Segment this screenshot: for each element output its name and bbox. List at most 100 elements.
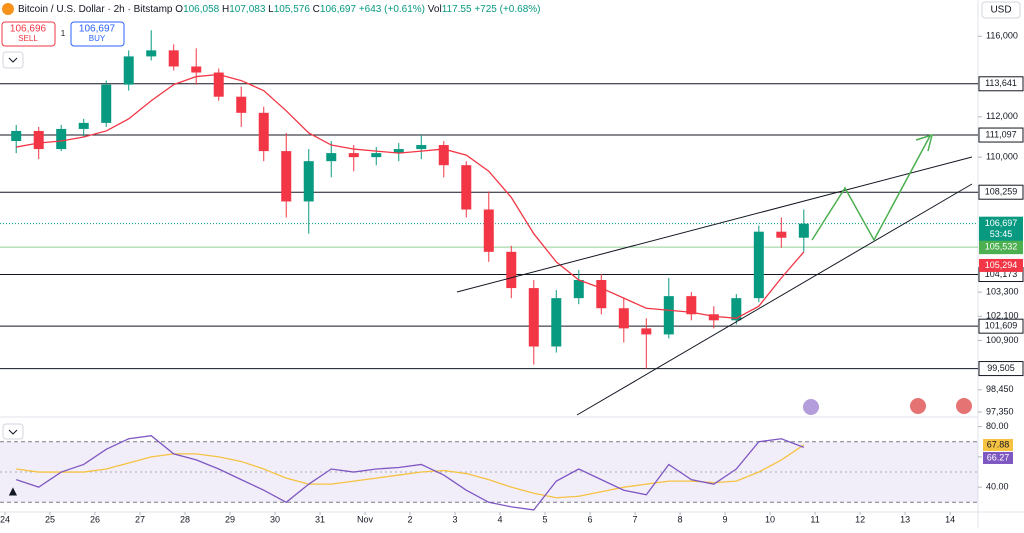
time-tick-label: Nov xyxy=(357,514,374,524)
candle-body xyxy=(146,50,157,57)
rsi-tick-label: 80.00 xyxy=(986,421,1009,431)
buy-button[interactable] xyxy=(70,21,125,47)
time-tick-label: 28 xyxy=(180,514,190,524)
trendline-upper xyxy=(456,156,973,293)
candle-body xyxy=(461,165,472,210)
rsi-ma-box xyxy=(983,438,1013,451)
candle-body xyxy=(483,209,494,252)
candle-body xyxy=(303,161,314,202)
candle-body xyxy=(438,145,449,166)
candle-body xyxy=(326,153,337,162)
level-label: 108,259 xyxy=(985,187,1018,197)
candle-body xyxy=(641,328,652,335)
time-tick-label: 11 xyxy=(810,514,819,524)
candle-body xyxy=(416,145,427,150)
time-tick-label: 12 xyxy=(855,514,865,524)
level-label: 101,609 xyxy=(985,321,1018,331)
sell-price: 106,696 xyxy=(10,24,47,35)
time-tick-label: 9 xyxy=(723,514,728,524)
event-icon[interactable] xyxy=(803,399,819,415)
candle-body xyxy=(776,231,787,238)
time-tick-label: 2 xyxy=(408,514,413,524)
symbol-title: Bitcoin / U.S. Dollar · 2h · Bitstamp xyxy=(18,4,173,15)
time-tick-label: 30 xyxy=(270,514,280,524)
time-tick-label: 31 xyxy=(315,514,325,524)
header-line: Bitcoin / U.S. Dollar · 2h · Bitstamp O1… xyxy=(18,4,541,15)
candle-body xyxy=(11,130,22,142)
level-label: 111,097 xyxy=(985,129,1016,139)
candle-body xyxy=(168,50,179,67)
symbol-icon xyxy=(2,3,14,15)
time-tick-label: 7 xyxy=(633,514,638,524)
candle-body xyxy=(551,298,562,347)
candle-body xyxy=(573,280,584,299)
candle-body xyxy=(348,153,359,158)
price-tick-label: 110,000 xyxy=(986,152,1018,162)
time-tick-label: 25 xyxy=(45,514,55,524)
level-label-box xyxy=(978,361,1024,377)
candle-body xyxy=(686,296,697,315)
price-tick-label: 102,100 xyxy=(986,311,1019,321)
rsi-ma-line xyxy=(16,444,805,499)
level-label: 113,641 xyxy=(985,78,1017,88)
ma-label: 105,294 xyxy=(985,260,1018,270)
chevron xyxy=(8,57,18,63)
candle-body xyxy=(213,72,224,97)
ohlc-value: 106,058 xyxy=(183,4,220,15)
candle-body xyxy=(371,153,382,158)
candle-body xyxy=(753,231,764,299)
ohlc-value: 106,697 xyxy=(320,4,357,15)
flag-icon[interactable] xyxy=(910,398,926,414)
rsi-ma-label: 67.88 xyxy=(987,439,1010,449)
time-tick-label: 10 xyxy=(765,514,775,524)
ohlc-key: H xyxy=(222,4,229,15)
level-label-box xyxy=(978,318,1024,334)
rsi-line xyxy=(15,435,805,511)
time-tick-label: 14 xyxy=(945,514,955,524)
ma-label-box xyxy=(979,258,1023,272)
currency: USD xyxy=(990,5,1011,16)
flag-icon[interactable] xyxy=(956,398,972,414)
price-change: +643 (+0.61%) xyxy=(359,4,425,15)
ohlc-value: 105,576 xyxy=(274,4,311,15)
green-level-label: 105,532 xyxy=(985,242,1018,252)
candle-body xyxy=(56,128,67,150)
candle-body xyxy=(618,308,629,329)
candle-body xyxy=(596,280,607,309)
level-label: 99,505 xyxy=(987,363,1015,373)
time-tick-label: 13 xyxy=(900,514,910,524)
price-tick-label: 116,000 xyxy=(986,31,1018,41)
green-level-box xyxy=(979,240,1023,255)
rsi-label: 66.27 xyxy=(987,452,1010,462)
volume-change: +725 (+0.68%) xyxy=(474,4,540,15)
quantity: 1 xyxy=(61,29,66,38)
candle-body xyxy=(258,112,269,152)
last-price-label: 106,697 xyxy=(985,218,1018,228)
price-tick-label: 100,900 xyxy=(986,335,1019,345)
price-tick-label: 98,450 xyxy=(986,384,1014,394)
level-label-box xyxy=(978,76,1024,92)
logo: ▲ xyxy=(6,483,20,499)
candle-body xyxy=(528,288,539,347)
candle-body xyxy=(393,149,404,154)
candle-body xyxy=(506,251,517,289)
time-tick-label: 8 xyxy=(678,514,683,524)
candle-body xyxy=(191,66,202,73)
level-label: 104,173 xyxy=(985,269,1018,279)
sell-button[interactable] xyxy=(1,21,56,47)
candle-body xyxy=(281,151,292,202)
candle-body xyxy=(798,223,809,238)
ohlc-value: 107,083 xyxy=(229,4,266,15)
time-tick-label: 24 xyxy=(0,514,10,524)
currency-button[interactable] xyxy=(981,1,1021,19)
candle-body xyxy=(236,96,247,113)
collapse-button[interactable] xyxy=(2,51,24,69)
rsi-collapse[interactable] xyxy=(2,423,24,440)
buy-price: 106,697 xyxy=(79,24,116,35)
projection-path xyxy=(811,135,931,242)
price-tick-label: 112,000 xyxy=(986,111,1018,121)
price-tick-label: 103,300 xyxy=(986,286,1019,296)
trendline-lower xyxy=(576,183,973,416)
